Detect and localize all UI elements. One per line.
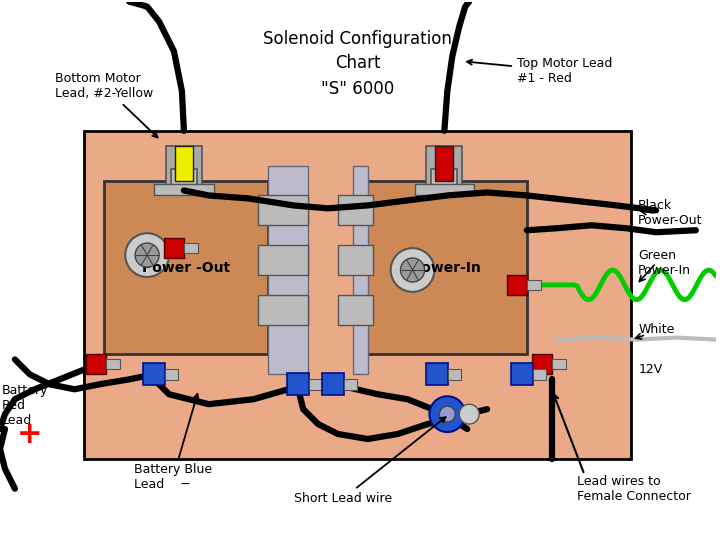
Bar	[344, 379, 357, 390]
Bar	[366, 180, 527, 354]
Bar	[184, 243, 198, 253]
Bar	[84, 131, 631, 459]
Text: Battery Blue
Lead    −: Battery Blue Lead −	[134, 394, 212, 491]
Text: White: White	[638, 323, 675, 336]
Bar	[449, 369, 462, 380]
Bar	[322, 373, 344, 395]
Bar	[154, 184, 214, 195]
Bar	[552, 360, 566, 369]
Circle shape	[429, 396, 465, 432]
Text: Green
Power-In: Green Power-In	[638, 249, 691, 277]
Bar	[165, 369, 178, 380]
Text: +: +	[17, 420, 42, 449]
Circle shape	[439, 406, 455, 422]
Text: Bottom Motor
Lead, #2-Yellow: Bottom Motor Lead, #2-Yellow	[55, 72, 158, 138]
Text: Battery
Red
Lead: Battery Red Lead	[2, 384, 48, 427]
Bar	[107, 360, 120, 369]
Bar	[269, 166, 308, 374]
Bar	[527, 280, 541, 290]
Bar	[415, 184, 474, 195]
Circle shape	[459, 404, 479, 424]
Bar	[287, 373, 309, 395]
Bar	[338, 295, 373, 325]
Text: 12V: 12V	[638, 363, 662, 376]
Bar	[507, 275, 527, 295]
Text: Solenoid Configuration: Solenoid Configuration	[264, 30, 452, 49]
Bar	[436, 146, 454, 180]
Bar	[258, 195, 308, 225]
Text: Lead wires to
Female Connector: Lead wires to Female Connector	[577, 475, 690, 503]
Bar	[511, 363, 533, 386]
Bar	[532, 354, 552, 374]
Bar	[258, 295, 308, 325]
Circle shape	[391, 248, 434, 292]
Bar	[143, 363, 165, 386]
Text: Power -Out: Power -Out	[143, 260, 230, 274]
Bar	[338, 195, 373, 225]
Circle shape	[400, 258, 425, 282]
Circle shape	[125, 233, 169, 277]
Text: Short Lead wire: Short Lead wire	[294, 417, 446, 505]
Bar	[104, 180, 269, 354]
Text: Chart: Chart	[335, 54, 381, 72]
Circle shape	[135, 243, 159, 267]
Bar	[86, 354, 107, 374]
Bar	[171, 168, 197, 191]
Text: "S" 6000: "S" 6000	[321, 80, 395, 98]
Bar	[175, 146, 193, 180]
Text: Top Motor Lead
#1 - Red: Top Motor Lead #1 - Red	[467, 57, 612, 85]
Bar	[309, 379, 323, 390]
Bar	[426, 363, 449, 386]
Bar	[426, 146, 462, 186]
Bar	[258, 245, 308, 275]
Bar	[533, 369, 546, 380]
Bar	[431, 168, 457, 191]
Bar	[338, 245, 373, 275]
Bar	[164, 238, 184, 258]
Text: Black
Power-Out: Black Power-Out	[638, 199, 703, 227]
Bar	[353, 166, 368, 374]
Bar	[166, 146, 202, 186]
Text: Power-In: Power-In	[411, 260, 481, 274]
